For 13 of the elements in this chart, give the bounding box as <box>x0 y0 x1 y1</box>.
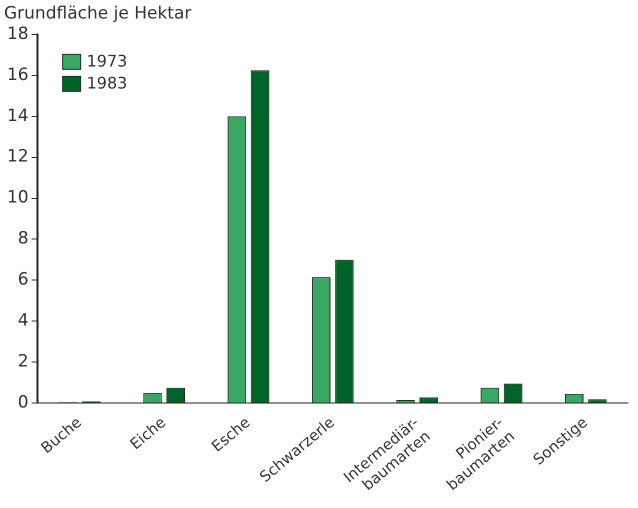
y-tick-label: 18 <box>6 24 29 44</box>
legend-label: 1973 <box>86 52 128 71</box>
y-tick-label: 8 <box>18 228 29 249</box>
legend-label: 1983 <box>86 74 128 93</box>
chart-title: Grundfläche je Hektar <box>4 4 192 24</box>
y-tick-label: 0 <box>18 392 29 413</box>
y-tick-label: 2 <box>18 352 29 372</box>
y-tick-label: 14 <box>6 106 29 126</box>
y-tick-label: 4 <box>18 310 29 331</box>
y-tick-label: 12 <box>6 146 29 167</box>
y-tick-label: 6 <box>18 270 29 290</box>
y-tick-label: 10 <box>6 188 29 208</box>
y-tick-label: 16 <box>6 64 29 85</box>
